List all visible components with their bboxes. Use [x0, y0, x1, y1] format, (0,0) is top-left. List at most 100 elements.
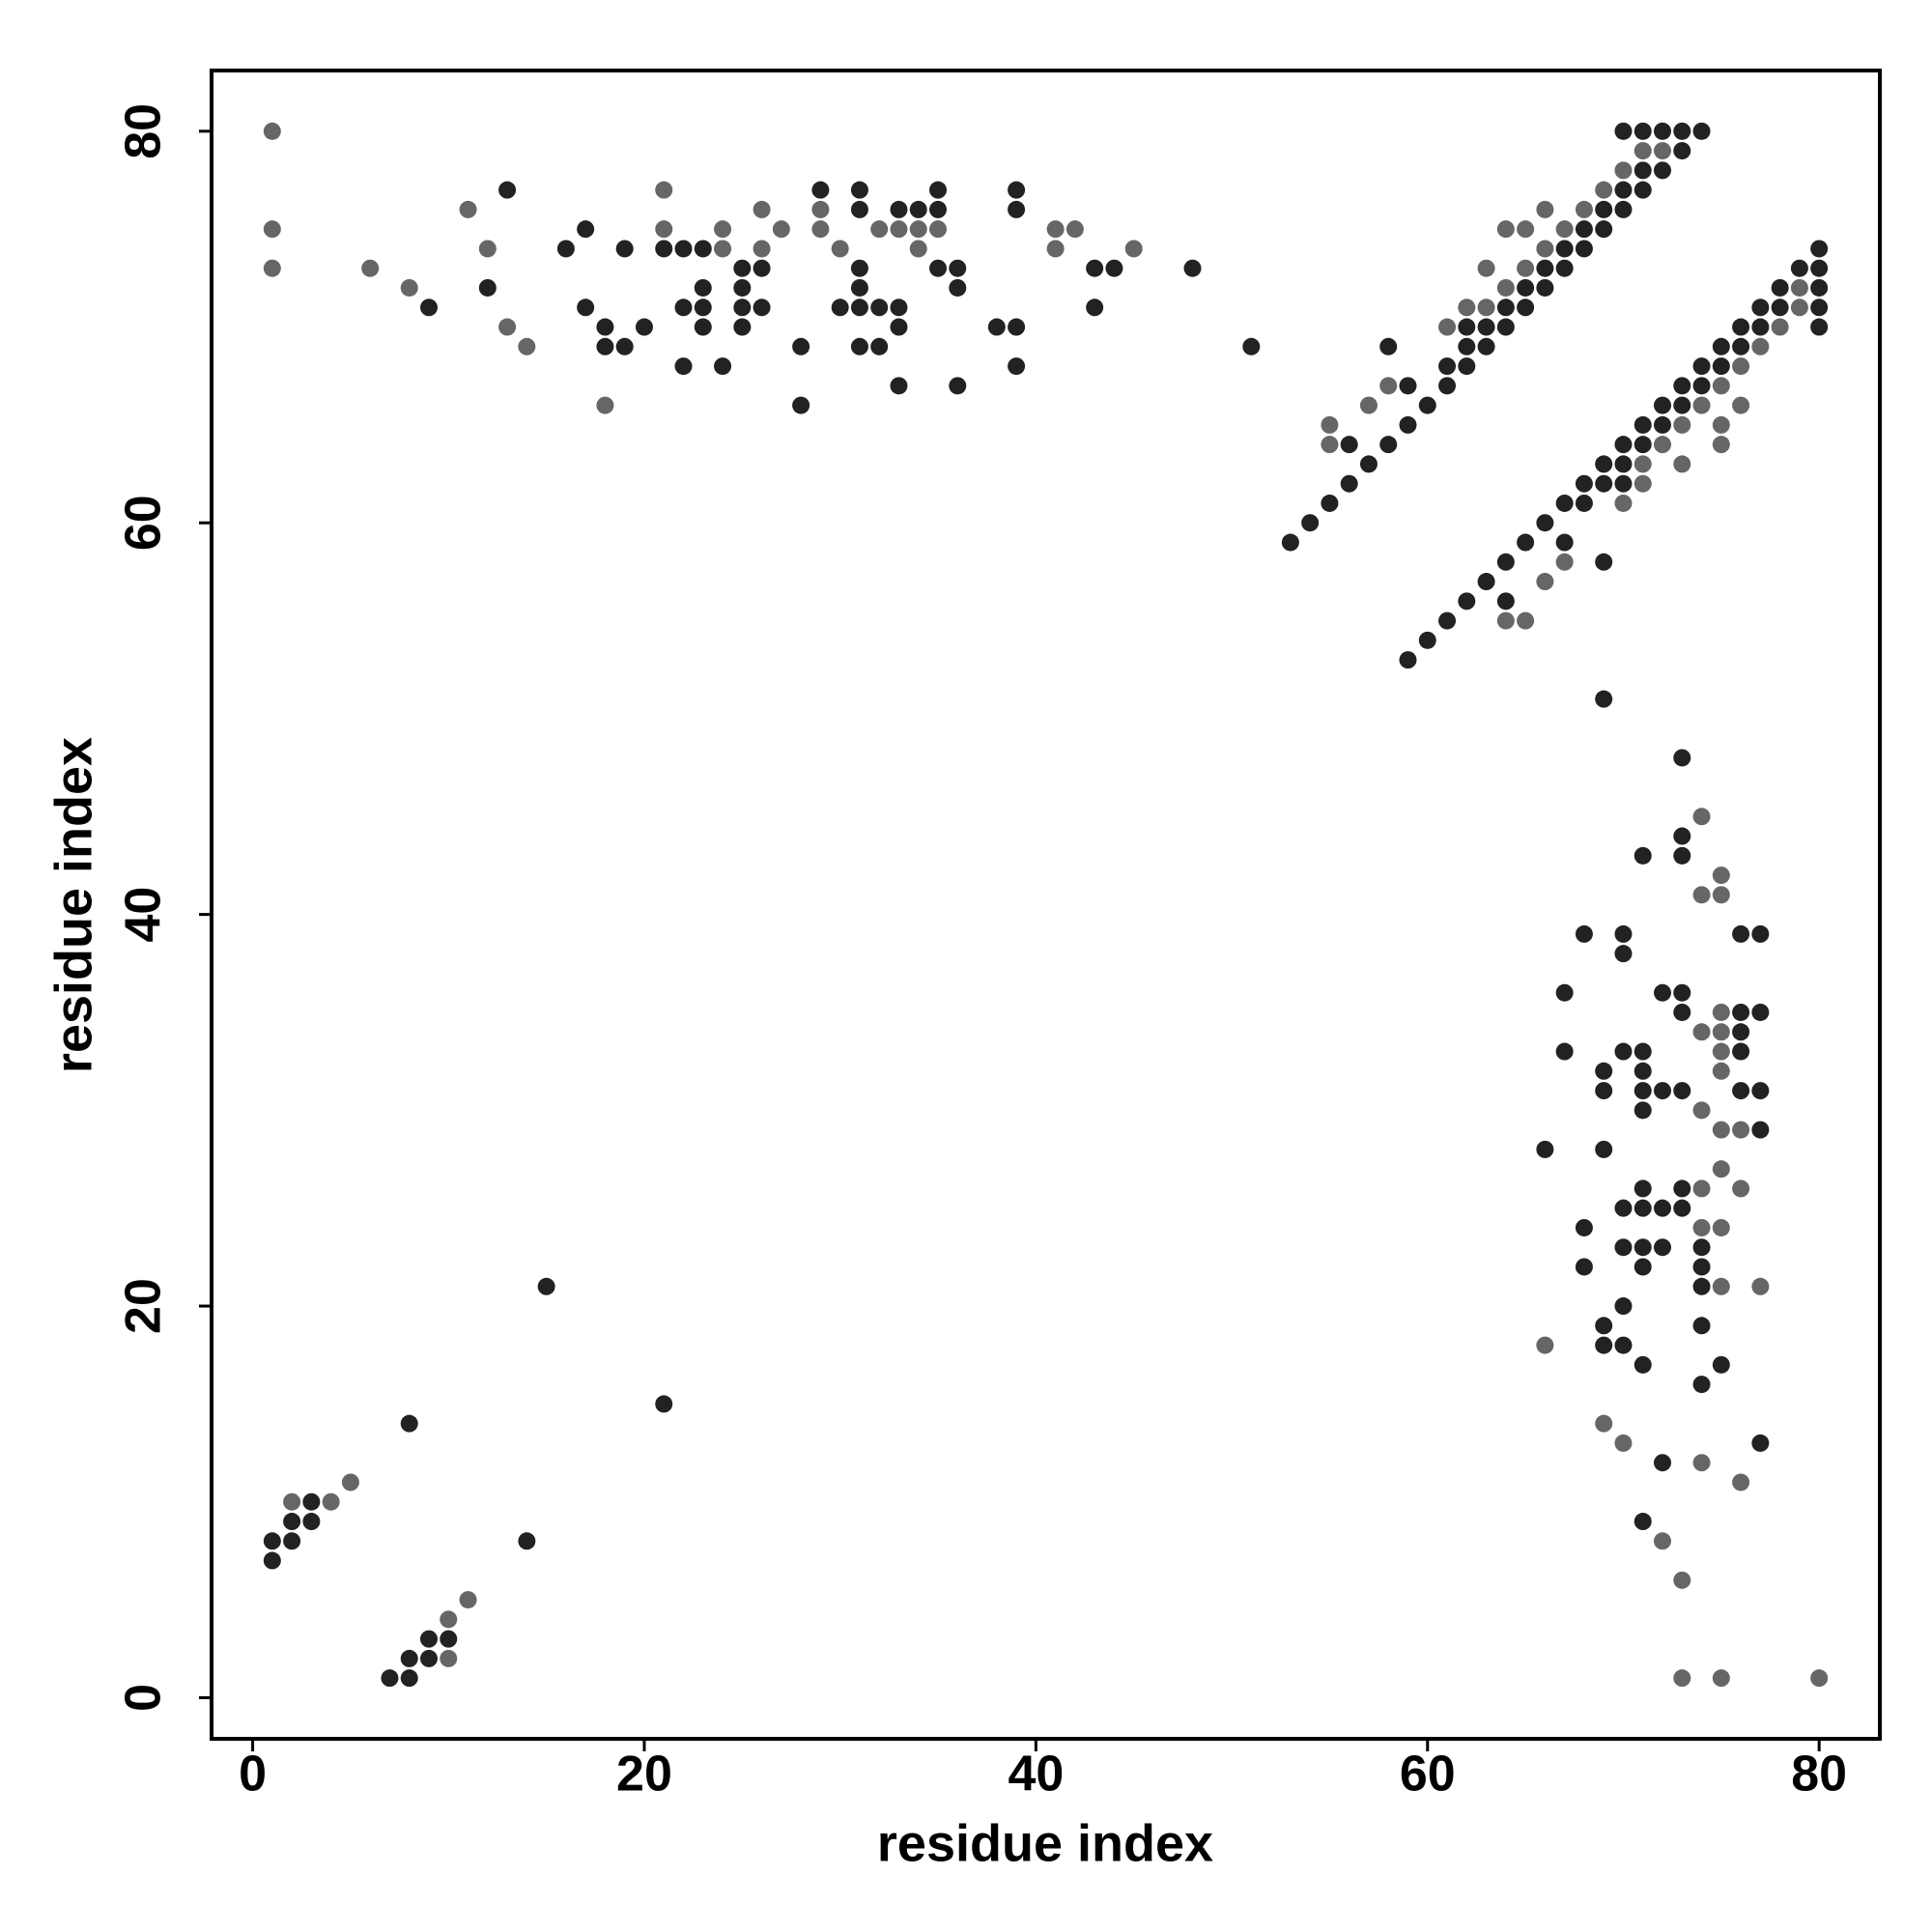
- point: [753, 240, 771, 258]
- point: [1673, 846, 1691, 865]
- point: [1340, 474, 1358, 493]
- point: [1654, 1199, 1672, 1217]
- point: [1771, 318, 1789, 336]
- point: [1634, 1258, 1652, 1276]
- point: [577, 220, 595, 239]
- point: [811, 220, 830, 239]
- point: [1732, 1121, 1750, 1139]
- point: [674, 298, 693, 317]
- point: [949, 377, 967, 395]
- point: [1555, 983, 1574, 1002]
- point: [831, 298, 849, 317]
- point: [1712, 1355, 1730, 1374]
- point: [1614, 181, 1633, 199]
- point: [1517, 611, 1535, 630]
- point: [1496, 611, 1515, 630]
- point: [909, 220, 927, 239]
- point: [1614, 494, 1633, 512]
- point: [1654, 122, 1672, 140]
- point: [440, 1630, 458, 1648]
- point: [1614, 200, 1633, 218]
- point: [1536, 573, 1554, 591]
- point: [419, 298, 438, 317]
- point: [596, 318, 614, 336]
- point: [1595, 181, 1613, 199]
- point: [1732, 1082, 1750, 1100]
- point: [1673, 983, 1691, 1002]
- point: [1712, 1218, 1730, 1236]
- point: [1732, 318, 1750, 336]
- point: [1517, 259, 1535, 277]
- y-tick-label: 0: [116, 1684, 172, 1712]
- point: [1654, 1082, 1672, 1100]
- point: [1086, 259, 1104, 277]
- point: [1634, 161, 1652, 180]
- point: [498, 318, 517, 336]
- point: [714, 357, 732, 376]
- point: [1359, 396, 1378, 414]
- point: [1634, 1199, 1652, 1217]
- point: [1751, 1003, 1770, 1021]
- point: [1614, 1199, 1633, 1217]
- y-tick-label: 40: [116, 887, 172, 943]
- point: [1614, 474, 1633, 493]
- point: [1477, 573, 1495, 591]
- point: [1654, 983, 1672, 1002]
- point: [949, 278, 967, 297]
- point: [1634, 1062, 1652, 1080]
- point: [1536, 1336, 1554, 1354]
- point: [1692, 886, 1711, 904]
- point: [1614, 1042, 1633, 1061]
- point: [1496, 318, 1515, 336]
- point: [1536, 1140, 1554, 1158]
- point: [772, 220, 790, 239]
- point: [1458, 357, 1476, 376]
- point: [909, 240, 927, 258]
- point: [1595, 1414, 1613, 1433]
- point: [1614, 455, 1633, 473]
- point: [1654, 396, 1672, 414]
- point: [1575, 1258, 1593, 1276]
- point: [1751, 298, 1770, 317]
- point: [929, 181, 948, 199]
- point: [1008, 318, 1026, 336]
- point: [1438, 357, 1457, 376]
- point: [1496, 553, 1515, 571]
- point: [1634, 1238, 1652, 1257]
- point: [1634, 455, 1652, 473]
- point: [1575, 1218, 1593, 1236]
- point: [615, 240, 634, 258]
- x-tick-label: 0: [239, 1747, 267, 1803]
- point: [1810, 1669, 1829, 1688]
- point: [1634, 142, 1652, 160]
- point: [1712, 377, 1730, 395]
- point: [1614, 945, 1633, 963]
- point: [1732, 924, 1750, 943]
- point: [400, 278, 418, 297]
- point: [1673, 396, 1691, 414]
- point: [341, 1473, 359, 1492]
- point: [1634, 846, 1652, 865]
- y-tick-label: 60: [116, 495, 172, 551]
- point: [1575, 494, 1593, 512]
- point: [1751, 1121, 1770, 1139]
- point: [1575, 924, 1593, 943]
- point: [1712, 867, 1730, 885]
- point: [518, 337, 536, 355]
- point: [1751, 1277, 1770, 1295]
- point: [1517, 220, 1535, 239]
- point: [361, 259, 380, 277]
- point: [1575, 220, 1593, 239]
- point: [1790, 278, 1808, 297]
- point: [1712, 1669, 1730, 1688]
- point: [1810, 298, 1829, 317]
- point: [1575, 474, 1593, 493]
- point: [850, 200, 868, 218]
- point: [850, 337, 868, 355]
- point: [1321, 415, 1339, 434]
- point: [674, 357, 693, 376]
- point: [870, 298, 889, 317]
- point: [1732, 1003, 1750, 1021]
- point: [1614, 122, 1633, 140]
